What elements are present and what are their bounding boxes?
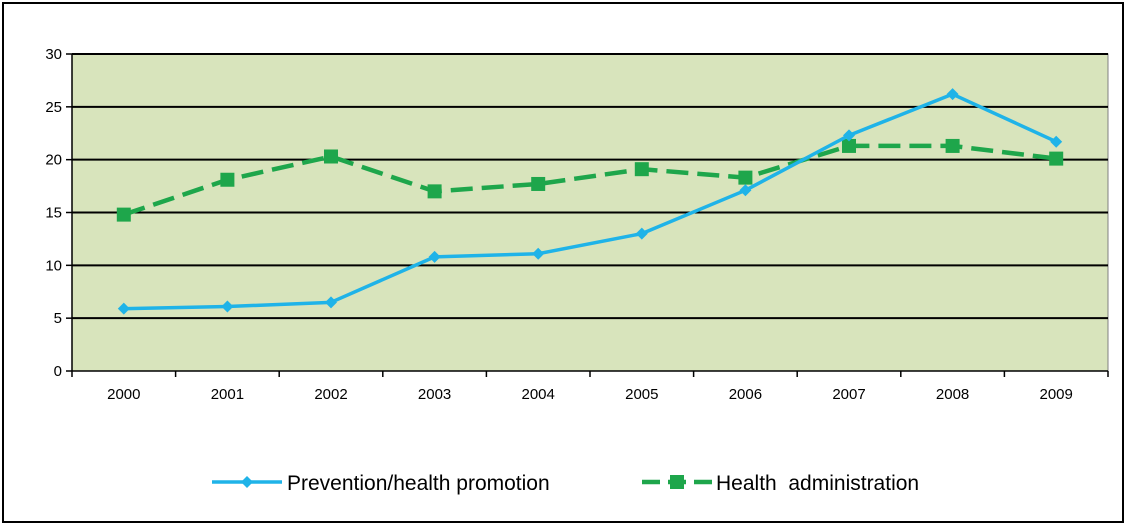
- data-point-health-administration: [634, 162, 649, 177]
- legend-label-health-administration: Health administration: [716, 472, 919, 495]
- y-tick-label: 25: [45, 99, 62, 116]
- data-point-health-administration: [531, 176, 546, 191]
- x-tick-label: 2009: [1040, 386, 1073, 403]
- data-point-health-administration: [945, 138, 960, 153]
- data-point-health-administration: [324, 149, 338, 164]
- data-point-prevention-health-promotion: [325, 296, 337, 309]
- data-point-prevention-health-promotion: [946, 88, 959, 101]
- x-tick-label: 2006: [729, 386, 762, 403]
- y-tick-label: 20: [45, 152, 62, 169]
- data-point-health-administration: [1049, 151, 1064, 166]
- y-tick-label: 15: [45, 205, 62, 222]
- data-point-health-administration: [220, 172, 235, 187]
- x-tick-label: 2004: [522, 386, 555, 403]
- x-tick-label: 2001: [211, 386, 244, 403]
- y-tick-label: 30: [45, 46, 62, 63]
- x-tick-label: 2000: [107, 386, 140, 403]
- data-point-prevention-health-promotion: [1050, 135, 1063, 148]
- data-point-health-administration: [116, 207, 131, 222]
- data-point-prevention-health-promotion: [428, 250, 441, 263]
- series-line-prevention-health-promotion: [123, 92, 1057, 311]
- data-point-prevention-health-promotion: [117, 302, 130, 315]
- data-point-health-administration: [738, 170, 753, 185]
- x-tick-label: 2002: [314, 386, 347, 403]
- x-tick-label: 2005: [625, 386, 658, 403]
- legend-label-prevention-health-promotion: Prevention/health promotion: [287, 472, 550, 495]
- data-point-health-administration: [842, 138, 856, 153]
- data-point-prevention-health-promotion: [221, 300, 234, 313]
- x-tick-label: 2003: [418, 386, 451, 403]
- series-line-health-administration: [123, 143, 1057, 217]
- y-tick-label: 0: [54, 363, 62, 380]
- data-point-health-administration: [427, 184, 442, 199]
- x-tick-label: 2007: [832, 386, 865, 403]
- line-chart: 0 5 10 15 20 25 30 2000 2001 2002 2003 2004 2005 2006…: [45, 46, 1109, 495]
- x-tick-label: 2008: [936, 386, 969, 403]
- y-tick-label: 5: [54, 310, 62, 327]
- y-tick-label: 10: [45, 257, 62, 274]
- data-point-prevention-health-promotion: [532, 247, 545, 260]
- data-point-prevention-health-promotion: [843, 129, 855, 142]
- data-point-prevention-health-promotion: [739, 184, 752, 197]
- data-point-prevention-health-promotion: [635, 227, 648, 240]
- legend-marker-health-administration: [670, 475, 684, 489]
- legend-marker-prevention-health-promotion: [241, 476, 253, 488]
